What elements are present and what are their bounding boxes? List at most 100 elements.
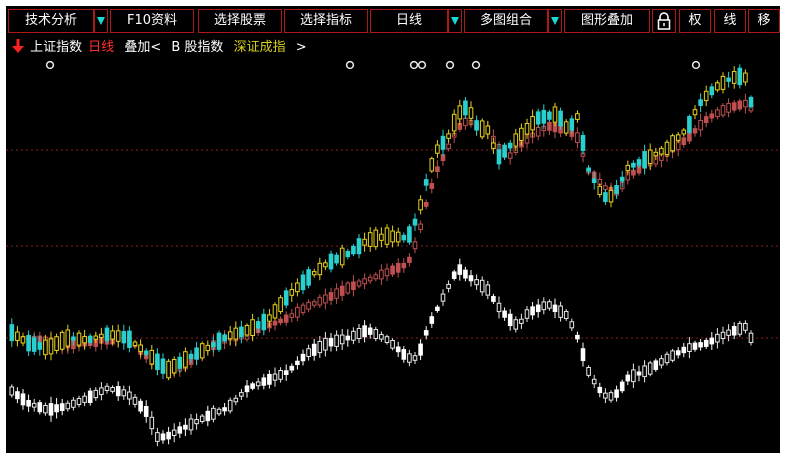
shenzhen-candle <box>295 360 300 366</box>
shenzhen-candle <box>681 346 687 354</box>
technical-analysis-dropdown[interactable] <box>94 9 108 33</box>
candlestick-chart[interactable] <box>6 58 780 453</box>
shenzhen-candle <box>43 404 48 414</box>
shenzhen-candle <box>614 389 619 398</box>
chart-window: 技术分析 F10资料 选择股票 选择指标 日线 多图组合 图形叠加 权 线 移 … <box>6 6 780 453</box>
shenzhen-candle <box>395 346 401 353</box>
b-index-candle <box>603 185 608 190</box>
shenzhen-candle <box>586 367 591 376</box>
shenzhen-candle <box>619 381 625 392</box>
shenzhen-candle <box>709 337 715 345</box>
shenzhen-candle <box>54 404 59 413</box>
shanghai-candle <box>155 353 160 370</box>
shanghai-candle <box>720 75 726 90</box>
shenzhen-candle <box>255 381 261 387</box>
select-stock-button[interactable]: 选择股票 <box>198 9 282 33</box>
shanghai-candle <box>26 335 31 352</box>
shenzhen-candle <box>300 353 306 362</box>
shenzhen-candle <box>171 429 177 437</box>
shanghai-candle <box>183 351 188 368</box>
shenzhen-candle <box>311 343 317 356</box>
shenzhen-candle <box>272 373 278 381</box>
b-index-candle <box>311 301 317 306</box>
shenzhen-candle <box>631 369 636 383</box>
shanghai-candle <box>177 356 183 369</box>
select-indicator-button[interactable]: 选择指标 <box>284 9 368 33</box>
shanghai-candle <box>283 290 289 306</box>
shanghai-candle <box>726 77 731 82</box>
shanghai-candle <box>227 331 233 340</box>
shenzhen-candle <box>143 406 149 417</box>
shanghai-candle <box>194 347 199 360</box>
shanghai-candle <box>698 99 703 106</box>
gear-marker-icon <box>445 60 455 70</box>
technical-analysis-button[interactable]: 技术分析 <box>8 9 94 33</box>
shanghai-candle <box>681 129 687 135</box>
shanghai-candle <box>569 118 575 131</box>
shenzhen-candle <box>575 334 580 340</box>
shenzhen-candle <box>479 279 485 293</box>
f10-button[interactable]: F10资料 <box>110 9 194 33</box>
shanghai-candle <box>244 325 250 336</box>
index-name[interactable]: 上证指数 <box>30 40 83 55</box>
red-down-arrow-icon <box>12 39 24 53</box>
shanghai-candle <box>552 106 558 123</box>
shanghai-candle <box>507 142 513 149</box>
shanghai-candle <box>653 151 659 157</box>
shanghai-candle <box>435 144 440 154</box>
shenzhen-candle <box>491 296 496 302</box>
shanghai-candle <box>65 329 71 347</box>
shenzhen-candle <box>160 433 166 441</box>
period-button[interactable]: 日线 <box>370 9 448 33</box>
shenzhen-label[interactable]: 深证成指 <box>233 40 286 55</box>
multi-chart-dropdown[interactable] <box>548 9 562 33</box>
b-index-candle <box>698 120 703 131</box>
shenzhen-candle <box>244 385 250 393</box>
shanghai-candle <box>748 96 754 108</box>
shenzhen-candle <box>451 271 457 279</box>
b-index-candle <box>681 137 687 146</box>
period-dropdown[interactable] <box>448 9 462 33</box>
move-button[interactable]: 移 <box>748 9 780 33</box>
lock-button[interactable] <box>652 9 676 33</box>
overlay-label: 叠加< <box>124 40 162 55</box>
b-index-candle <box>575 132 580 143</box>
shanghai-candle <box>267 314 272 322</box>
shenzhen-candle <box>26 400 31 407</box>
shenzhen-candle <box>440 293 446 302</box>
overlay-button[interactable]: 图形叠加 <box>564 9 650 33</box>
multi-chart-button[interactable]: 多图组合 <box>464 9 548 33</box>
b-index-candle <box>709 113 715 119</box>
shenzhen-candle <box>743 322 748 331</box>
overlay-arrow[interactable]: > <box>295 40 307 55</box>
b-index-candle <box>379 269 384 280</box>
gear-marker-icon <box>409 60 419 70</box>
shenzhen-candle <box>373 329 379 339</box>
b-index-candle <box>384 268 390 277</box>
line-button[interactable]: 线 <box>714 9 746 33</box>
shanghai-candle <box>289 289 295 296</box>
index-header: 上证指数 日线 叠加< B 股指数 深证成指 > <box>6 38 780 58</box>
shenzhen-candle <box>720 331 726 340</box>
b-index-label[interactable]: B 股指数 <box>171 40 224 55</box>
shenzhen-candle <box>177 426 183 434</box>
shenzhen-candle <box>20 393 26 406</box>
shenzhen-candle <box>351 330 356 341</box>
rights-button[interactable]: 权 <box>679 9 711 33</box>
shanghai-candle <box>99 333 104 339</box>
shanghai-candle <box>71 336 76 341</box>
b-index-candle <box>463 117 468 127</box>
shanghai-candle <box>647 149 653 165</box>
shanghai-candle <box>743 72 748 83</box>
shanghai-candle <box>323 262 328 268</box>
shanghai-candle <box>149 349 155 365</box>
shenzhen-candle <box>687 343 692 352</box>
shenzhen-candle <box>748 332 754 343</box>
shanghai-candle <box>513 133 519 147</box>
shanghai-candle <box>715 82 720 91</box>
shenzhen-candle <box>435 306 440 311</box>
shanghai-candle <box>115 330 121 342</box>
shenzhen-candle <box>250 383 255 389</box>
shanghai-candle <box>659 147 664 155</box>
shenzhen-candle <box>563 311 569 320</box>
